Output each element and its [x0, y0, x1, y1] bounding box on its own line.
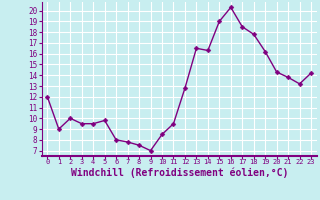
X-axis label: Windchill (Refroidissement éolien,°C): Windchill (Refroidissement éolien,°C) — [70, 168, 288, 178]
